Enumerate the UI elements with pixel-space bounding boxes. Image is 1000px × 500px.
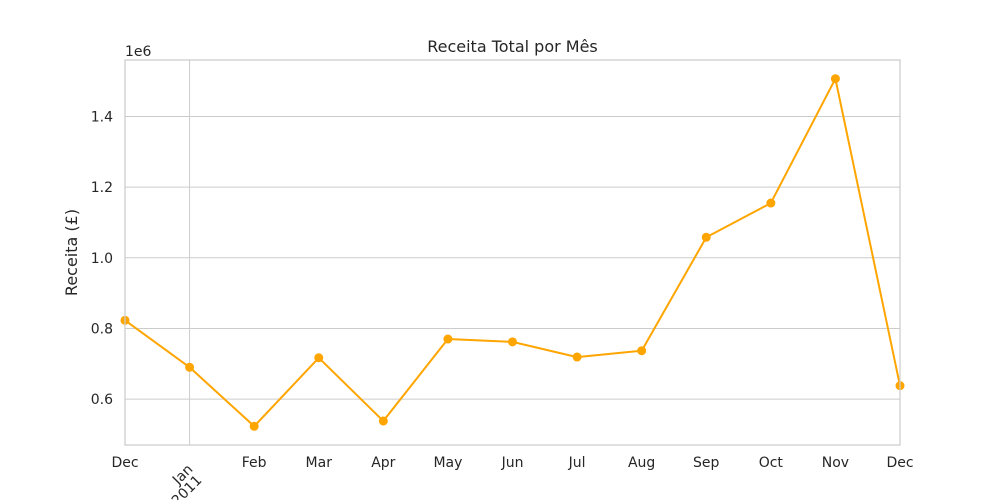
y-tick-label: 1.2 (91, 180, 113, 196)
series-line-group (120, 74, 905, 431)
x-tick-label: Jul (568, 455, 586, 471)
x-tick-label: Dec (111, 455, 138, 471)
plot-frame (124, 59, 901, 446)
series-line (124, 77, 901, 428)
data-point (508, 337, 517, 347)
x-tick-label: Aug (628, 455, 655, 471)
y-tick-label: 0.8 (91, 321, 113, 337)
x-tick-label: Nov (822, 455, 849, 471)
x-tick-label: May (433, 455, 462, 471)
data-point (443, 334, 453, 344)
y-axis-label: Receita (£) (62, 209, 81, 296)
data-point (637, 346, 647, 356)
x-tick-label: Dec (886, 455, 913, 471)
data-point (830, 74, 840, 84)
data-point (766, 198, 776, 208)
data-point (249, 421, 259, 431)
data-point (701, 232, 711, 242)
data-point (185, 362, 195, 372)
grid (125, 60, 900, 445)
x-tick-label: Mar (306, 455, 333, 471)
data-point (378, 416, 388, 426)
y-tick-label: 1.4 (91, 110, 113, 126)
y-tick-labels: 0.6 0.8 1.0 1.2 1.4 (91, 110, 113, 409)
y-tick-label: 0.6 (91, 392, 113, 408)
x-tick-label: Sep (693, 455, 720, 471)
x-tick-label: Apr (371, 455, 395, 471)
data-point (314, 353, 324, 363)
data-point (572, 352, 582, 362)
y-multiplier-label: 1e6 (125, 44, 152, 60)
x-tick-label: Oct (759, 455, 784, 471)
chart-title: Receita Total por Mês (427, 37, 598, 56)
y-tick-label: 1.0 (91, 251, 113, 267)
x-tick-label: Jun (501, 455, 524, 471)
x-tick-label: Feb (242, 455, 267, 471)
